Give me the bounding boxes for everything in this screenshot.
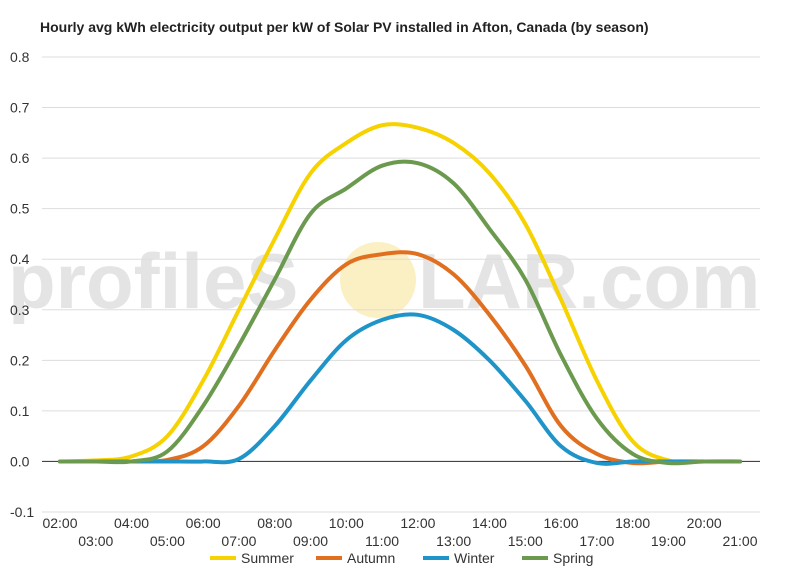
y-tick-label: 0.3 [10, 302, 30, 318]
x-tick-label: 03:00 [78, 533, 113, 549]
x-tick-label: 02:00 [42, 515, 77, 531]
x-tick-label: 05:00 [150, 533, 185, 549]
watermark-text-left: profileS [8, 237, 298, 325]
x-tick-label: 17:00 [579, 533, 614, 549]
legend: Summer Autumn Winter Spring [210, 550, 593, 566]
series-line-winter [58, 312, 742, 466]
series-line-spring [58, 159, 742, 466]
x-tick-label: 13:00 [436, 533, 471, 549]
series-lines [58, 122, 742, 466]
x-tick-label: 18:00 [615, 515, 650, 531]
grid [42, 56, 760, 513]
watermark-text-right: LAR.com [418, 237, 760, 325]
y-tick-label: -0.1 [10, 504, 34, 520]
legend-label-spring: Spring [553, 550, 593, 566]
x-tick-label: 09:00 [293, 533, 328, 549]
y-tick-label: 0.6 [10, 150, 30, 166]
x-tick-label: 20:00 [687, 515, 722, 531]
y-axis: -0.1 0.0 0.1 0.2 0.3 0.4 0.5 0.6 0.7 0.8 [10, 49, 34, 520]
y-tick-label: 0.1 [10, 403, 30, 419]
y-tick-label: 0.0 [10, 453, 30, 469]
x-tick-label: 14:00 [472, 515, 507, 531]
x-tick-label: 07:00 [221, 533, 256, 549]
watermark: profileS LAR.com [8, 237, 760, 325]
chart-title: Hourly avg kWh electricity output per kW… [40, 19, 649, 35]
x-tick-label: 11:00 [365, 533, 399, 549]
series-line-summer [58, 122, 742, 465]
y-tick-label: 0.8 [10, 49, 30, 65]
x-tick-label: 16:00 [544, 515, 579, 531]
y-tick-label: 0.4 [10, 251, 30, 267]
y-tick-label: 0.7 [10, 100, 30, 116]
x-tick-label: 15:00 [508, 533, 543, 549]
x-tick-label: 06:00 [186, 515, 221, 531]
x-tick-label: 04:00 [114, 515, 149, 531]
x-tick-label: 19:00 [651, 533, 686, 549]
legend-label-autumn: Autumn [347, 550, 395, 566]
x-axis: 02:0003:0004:0005:0006:0007:0008:0009:00… [42, 515, 757, 549]
legend-label-winter: Winter [454, 550, 495, 566]
legend-label-summer: Summer [241, 550, 294, 566]
x-tick-label: 08:00 [257, 515, 292, 531]
y-tick-label: 0.5 [10, 201, 30, 217]
y-tick-label: 0.2 [10, 352, 30, 368]
x-tick-label: 21:00 [722, 533, 757, 549]
watermark-sun-icon [340, 242, 416, 318]
x-tick-label: 10:00 [329, 515, 364, 531]
x-tick-label: 12:00 [400, 515, 435, 531]
